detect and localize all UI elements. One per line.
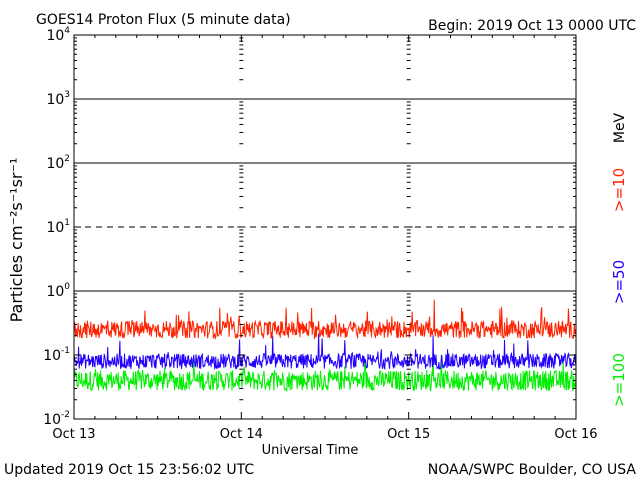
- y-tick-label: 10-2: [43, 410, 70, 428]
- credit-label: NOAA/SWPC Boulder, CO USA: [428, 462, 637, 478]
- x-tick-label: Oct 14: [220, 427, 263, 442]
- y-tick-label: 100: [46, 282, 70, 300]
- y-tick-label: 10-1: [43, 346, 70, 364]
- legend-entry: >=10: [610, 168, 628, 212]
- series-line: [73, 333, 577, 371]
- series-line: [73, 299, 577, 341]
- x-axis-label: Universal Time: [262, 443, 359, 458]
- legend-entry: >=50: [610, 260, 628, 304]
- y-tick-label: 104: [46, 26, 70, 44]
- y-axis-label: Particles cm⁻²s⁻¹sr⁻¹: [7, 158, 26, 323]
- y-tick-label: 101: [46, 218, 70, 236]
- x-tick-label: Oct 16: [554, 427, 597, 442]
- x-tick-label: Oct 13: [52, 427, 95, 442]
- chart-title: GOES14 Proton Flux (5 minute data): [36, 12, 291, 28]
- y-tick-label: 103: [46, 90, 70, 108]
- begin-label: Begin: 2019 Oct 13 0000 UTC: [428, 18, 636, 34]
- series-line: [73, 351, 577, 393]
- legend: >=10 >=50 >=100 MeV: [610, 112, 628, 406]
- series-layer: [73, 299, 577, 393]
- legend-entry: >=100: [610, 353, 628, 407]
- y-axis-ticks: 10-2 10-1 100 101 102 103 104: [43, 26, 576, 428]
- x-tick-label: Oct 15: [387, 427, 430, 442]
- y-tick-label: 102: [46, 154, 70, 172]
- updated-label: Updated 2019 Oct 15 23:56:02 UTC: [4, 462, 254, 478]
- x-axis-ticks: Oct 13 Oct 14 Oct 15 Oct 16: [52, 35, 598, 442]
- legend-unit: MeV: [612, 112, 628, 143]
